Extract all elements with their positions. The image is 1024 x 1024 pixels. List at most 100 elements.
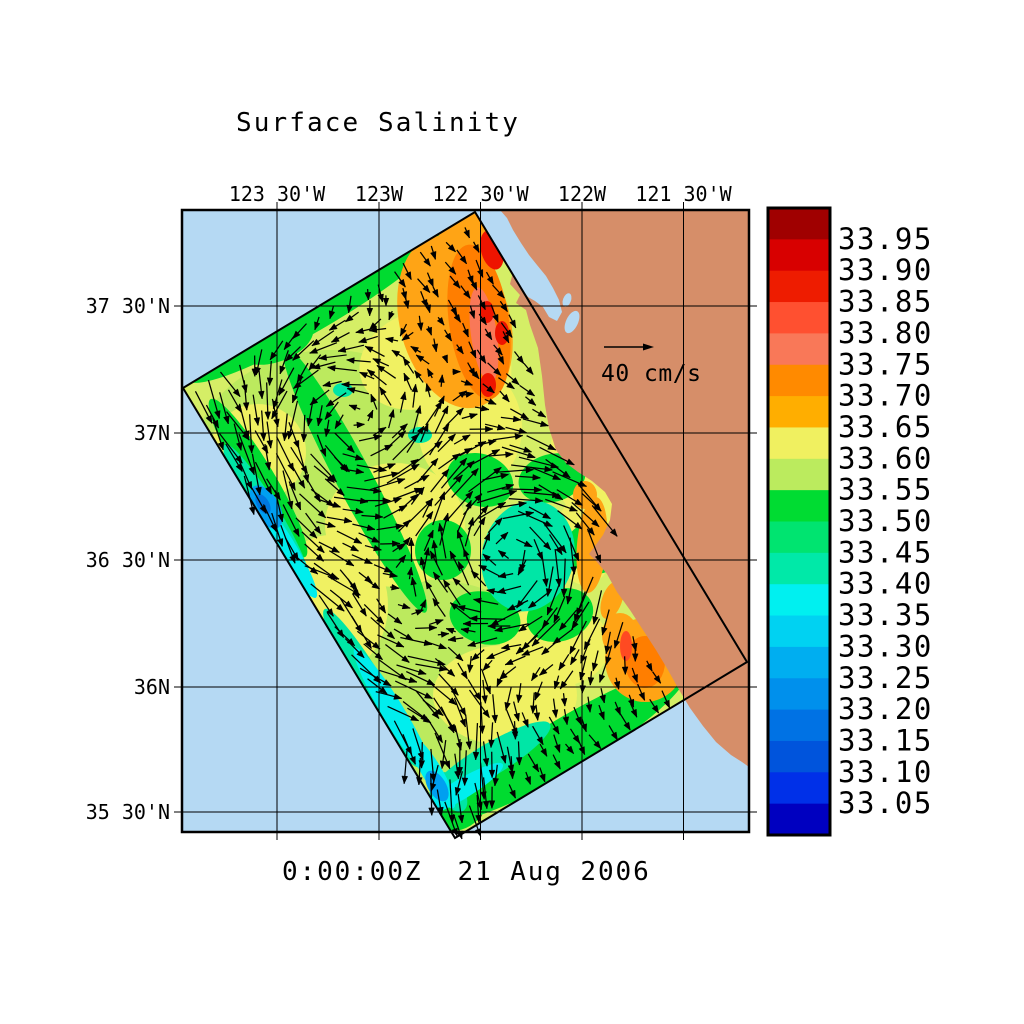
current-vector <box>346 387 369 395</box>
current-vector <box>346 295 353 314</box>
current-vector <box>404 474 430 489</box>
current-vector <box>621 656 629 676</box>
salinity-blob-red <box>480 373 496 397</box>
current-vector <box>390 583 400 591</box>
current-vector <box>500 415 522 423</box>
current-vector <box>322 380 342 388</box>
current-vector <box>469 425 494 433</box>
colorbar: 33.9533.9033.8533.8033.7533.7033.6533.60… <box>766 206 933 837</box>
current-vector <box>380 540 401 547</box>
current-vector <box>470 570 487 587</box>
current-vector <box>477 489 518 504</box>
current-vector <box>419 556 427 583</box>
current-vector <box>356 630 381 650</box>
current-vector <box>592 590 603 625</box>
current-vector <box>430 245 437 261</box>
current-vector <box>460 285 471 299</box>
current-vector <box>366 409 374 422</box>
current-vector <box>631 667 638 684</box>
current-vector <box>652 671 662 684</box>
current-vector <box>310 583 345 612</box>
current-vector <box>337 344 365 353</box>
current-vector <box>468 341 477 359</box>
current-vector <box>513 701 520 722</box>
current-vector <box>432 597 446 618</box>
current-vector <box>438 374 445 387</box>
salinity-blob-red_orange <box>620 631 632 661</box>
current-vector <box>440 457 468 489</box>
current-vector <box>316 498 342 508</box>
axis-label-longitude: 122W <box>558 182 607 206</box>
current-vector <box>387 705 420 722</box>
current-vector <box>484 423 506 431</box>
current-vector <box>539 446 575 466</box>
current-vector <box>461 750 469 787</box>
current-vector <box>580 718 587 733</box>
current-vector <box>557 510 583 530</box>
current-vector <box>401 331 414 341</box>
current-vector <box>571 501 600 528</box>
current-vector <box>515 741 523 766</box>
current-vector <box>630 703 638 718</box>
current-vector <box>614 701 622 716</box>
current-vector <box>425 580 438 602</box>
current-vector <box>475 794 482 824</box>
current-vector <box>559 670 574 690</box>
colorbar-band <box>768 615 830 648</box>
current-vector <box>382 571 399 578</box>
current-vector <box>478 564 502 578</box>
current-vector <box>363 604 385 625</box>
map-area <box>182 210 749 832</box>
current-vector <box>376 523 405 531</box>
current-vector <box>415 624 438 632</box>
current-vector <box>342 542 360 552</box>
current-vector <box>379 386 392 406</box>
current-vector <box>471 369 480 380</box>
current-vector <box>359 667 392 687</box>
current-vector <box>401 748 409 785</box>
current-vector <box>484 398 497 405</box>
current-vector <box>539 743 548 757</box>
current-vector <box>488 751 496 779</box>
current-vector <box>465 714 473 750</box>
current-vector <box>562 709 570 726</box>
current-vector <box>288 481 302 511</box>
current-vector <box>243 475 256 516</box>
current-vector <box>532 725 544 746</box>
bay-inlet <box>564 310 580 334</box>
current-vector <box>456 499 472 533</box>
current-vector <box>469 448 501 467</box>
current-vector <box>416 315 424 332</box>
current-vector <box>386 463 420 484</box>
current-vector <box>351 554 373 565</box>
axis-label-latitude: 37N <box>134 421 170 445</box>
current-vector <box>370 616 396 640</box>
current-vector <box>402 262 412 281</box>
current-vector <box>391 349 405 359</box>
current-vector <box>296 362 309 383</box>
colorbar-band <box>768 458 830 491</box>
current-vector <box>242 380 250 411</box>
current-vector <box>522 418 549 427</box>
current-vector <box>431 286 439 298</box>
current-vector <box>252 394 261 427</box>
colorbar-border <box>766 206 832 837</box>
current-vector <box>470 279 478 291</box>
current-vector <box>450 687 467 717</box>
current-vector <box>422 699 444 717</box>
current-vector <box>591 650 599 672</box>
current-vector <box>429 550 443 576</box>
current-vector <box>599 688 606 704</box>
colorbar-tick-label: 33.50 <box>838 504 933 538</box>
current-vector <box>372 426 387 437</box>
current-vector <box>419 599 427 614</box>
current-vector <box>318 594 334 617</box>
colorbar-band <box>768 552 830 585</box>
current-vector <box>412 440 443 466</box>
current-vector <box>482 472 510 481</box>
colorbar-tick-label: 33.80 <box>838 316 933 350</box>
current-vector <box>330 332 350 343</box>
current-vector <box>530 692 537 715</box>
reference-vector-label: 40 cm/s <box>601 361 701 387</box>
